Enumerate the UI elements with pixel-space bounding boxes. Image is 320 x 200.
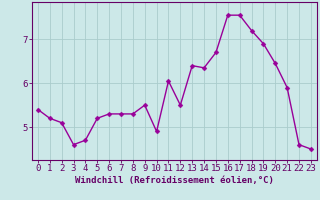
X-axis label: Windchill (Refroidissement éolien,°C): Windchill (Refroidissement éolien,°C) <box>75 176 274 185</box>
